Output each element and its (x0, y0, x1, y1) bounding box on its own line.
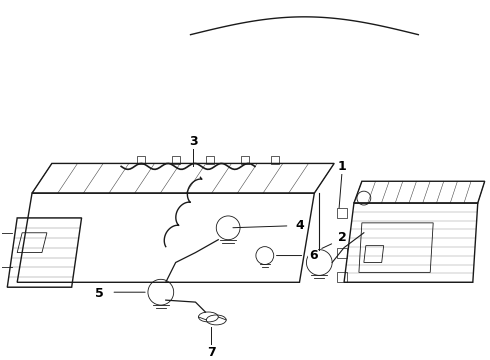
Text: 1: 1 (338, 160, 346, 173)
Bar (137, 157, 145, 165)
Text: 4: 4 (295, 219, 304, 232)
Bar (337, 208, 347, 218)
Text: 6: 6 (309, 249, 318, 262)
Bar (337, 273, 347, 282)
Bar (172, 157, 180, 165)
Bar (241, 157, 249, 165)
Text: 7: 7 (207, 346, 216, 359)
Text: 3: 3 (189, 135, 198, 148)
Bar (337, 248, 347, 257)
Bar (271, 157, 279, 165)
Bar (206, 157, 214, 165)
Text: 2: 2 (338, 231, 346, 244)
Text: 5: 5 (95, 287, 104, 300)
